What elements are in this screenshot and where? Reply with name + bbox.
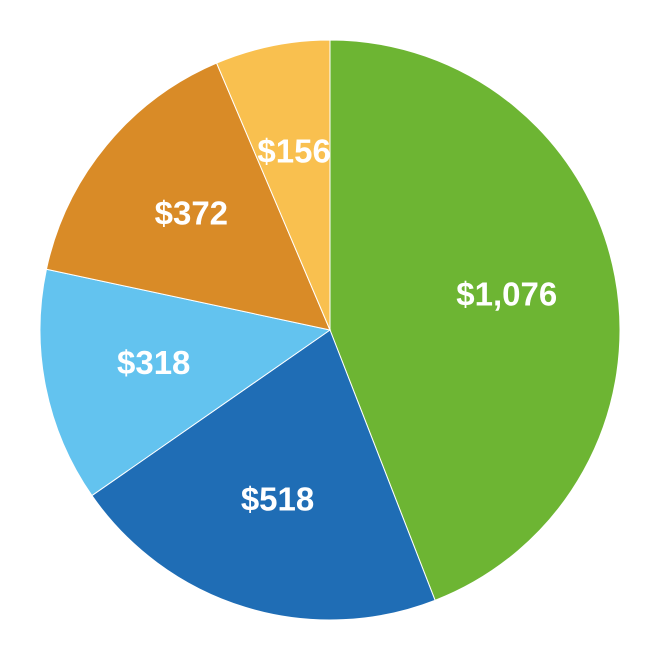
pie-slice	[45, 62, 331, 331]
data-label: $156	[257, 133, 330, 170]
pie-slice	[215, 39, 331, 331]
data-label: $372	[155, 194, 228, 231]
data-label: $1,076	[456, 276, 557, 313]
data-label: $318	[117, 344, 190, 381]
data-label: $518	[241, 481, 314, 518]
pie-slice	[39, 268, 332, 497]
pie-slice	[91, 329, 436, 621]
pie-slice	[329, 39, 621, 601]
